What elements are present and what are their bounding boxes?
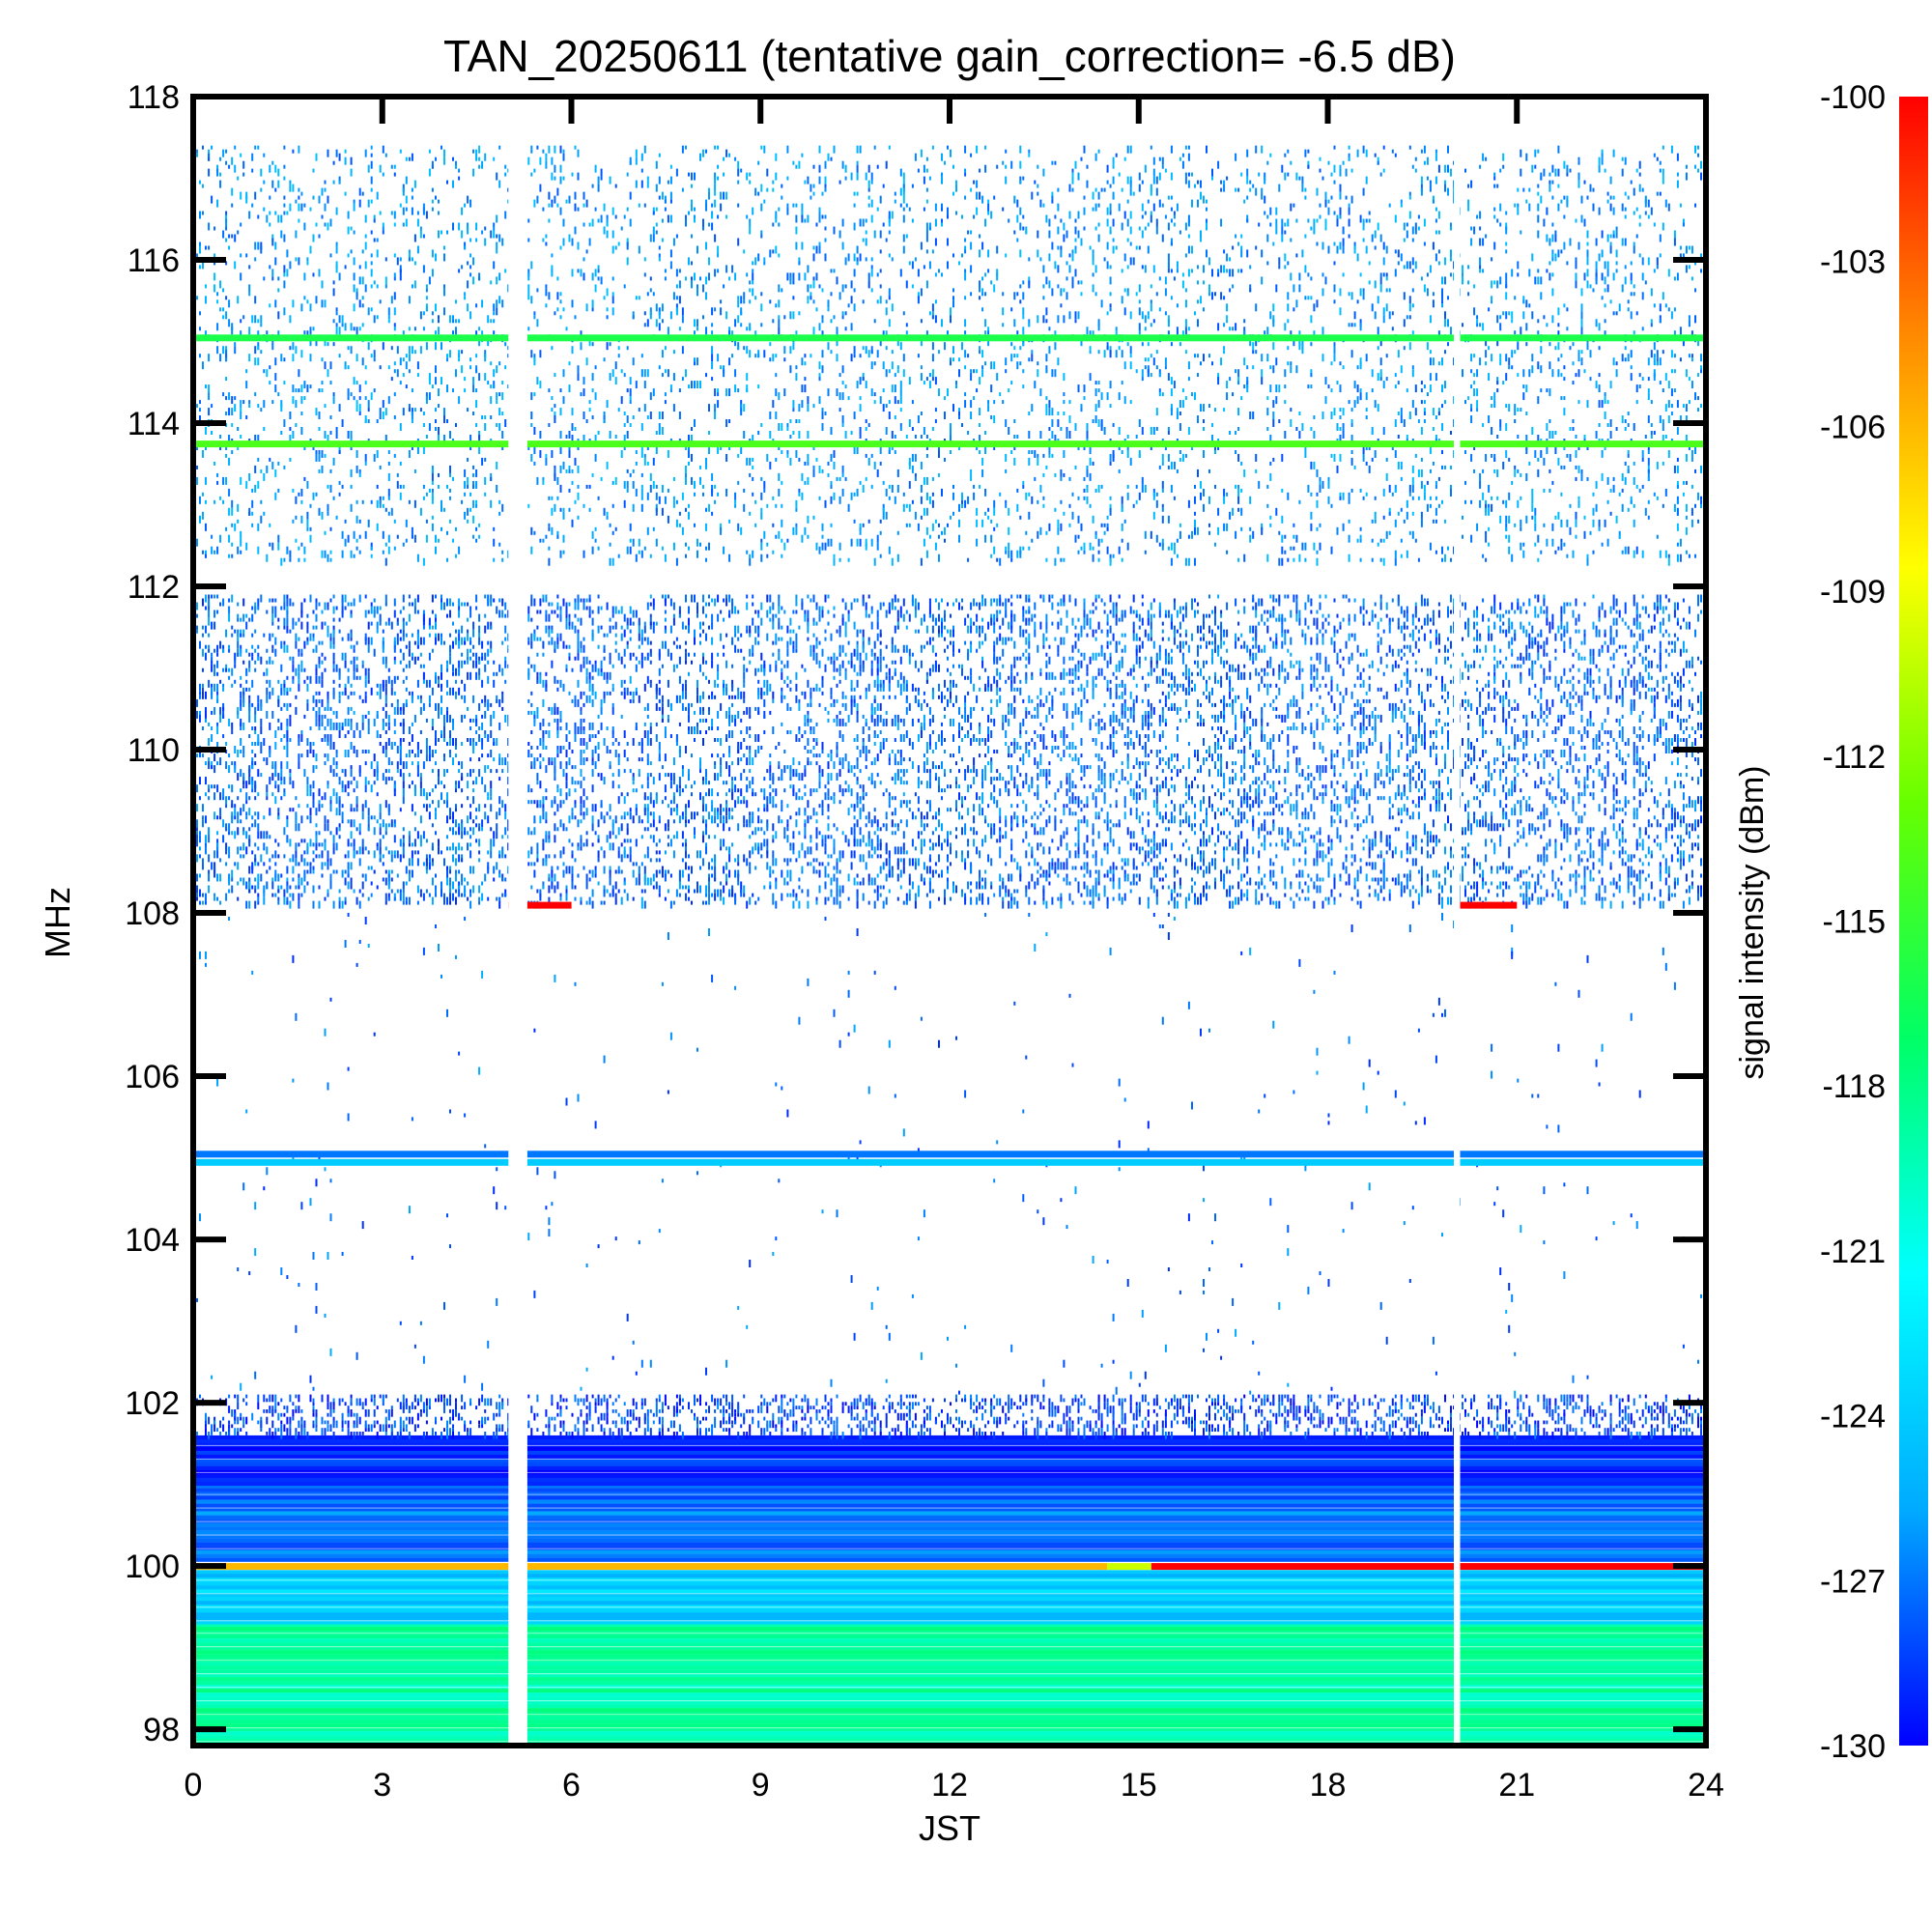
colorbar-tick-label: -103 bbox=[1820, 244, 1886, 281]
signal-line-0 bbox=[193, 1563, 1108, 1571]
x-tick-label: 3 bbox=[373, 1767, 391, 1804]
colorbar bbox=[1899, 97, 1928, 1746]
colorbar-tick-label: -109 bbox=[1820, 574, 1886, 611]
signal-line-2 bbox=[1151, 1563, 1706, 1571]
signal-lines-layer bbox=[193, 334, 1706, 1571]
colorbar-tick-label: -130 bbox=[1820, 1728, 1886, 1765]
x-tick-label: 18 bbox=[1310, 1767, 1347, 1804]
x-tick-label: 6 bbox=[562, 1767, 581, 1804]
background-band-3 bbox=[193, 1435, 1706, 1487]
x-tick-label: 15 bbox=[1121, 1767, 1157, 1804]
signal-line-7 bbox=[508, 901, 572, 909]
y-tick-label: 108 bbox=[125, 895, 180, 932]
sparse-region-1 bbox=[193, 594, 1705, 909]
sparse-region-3 bbox=[193, 913, 1702, 1399]
signal-line-1 bbox=[1107, 1563, 1151, 1571]
signal-line-6 bbox=[193, 1158, 1706, 1166]
signal-line-3 bbox=[193, 334, 1706, 342]
colorbar-tick-label: -115 bbox=[1822, 904, 1886, 941]
colorbar-label: signal intensity (dBm) bbox=[1734, 765, 1771, 1079]
y-tick-label: 112 bbox=[128, 569, 180, 606]
y-tick-label: 114 bbox=[128, 406, 180, 442]
y-axis-label: MHz bbox=[38, 887, 77, 958]
chart-title: TAN_20250611 (tentative gain_correction=… bbox=[443, 31, 1456, 81]
background-band-0 bbox=[193, 1623, 1706, 1746]
sparse-region-2 bbox=[193, 1394, 1705, 1439]
colorbar-tick-label: -100 bbox=[1820, 79, 1886, 116]
y-tick-label: 118 bbox=[128, 79, 180, 116]
x-axis: 0 3 6 9 12 15 18 21 24 bbox=[185, 97, 1724, 1804]
x-tick-label: 0 bbox=[185, 1767, 203, 1804]
y-tick-label: 116 bbox=[128, 242, 180, 279]
y-tick-label: 104 bbox=[125, 1222, 180, 1259]
signal-line-4 bbox=[193, 440, 1706, 448]
background-band-1 bbox=[193, 1570, 1706, 1625]
signal-line-5 bbox=[193, 1151, 1706, 1158]
y-tick-label: 102 bbox=[125, 1385, 180, 1422]
y-tick-label: 98 bbox=[143, 1712, 180, 1748]
colorbar-tick-label: -106 bbox=[1820, 409, 1886, 445]
colorbar-tick-label: -112 bbox=[1822, 739, 1886, 776]
data-gap-0 bbox=[508, 97, 527, 1746]
data-gap-1 bbox=[1454, 97, 1461, 1746]
y-tick-label: 106 bbox=[125, 1059, 180, 1095]
x-tick-label: 21 bbox=[1498, 1767, 1535, 1804]
y-axis: 98 100 102 104 106 108 110 112 114 116 118 bbox=[125, 79, 1706, 1748]
x-tick-label: 24 bbox=[1688, 1767, 1724, 1804]
colorbar-tick-label: -121 bbox=[1820, 1234, 1886, 1270]
y-tick-label: 110 bbox=[128, 732, 180, 769]
heatmap-layer bbox=[193, 145, 1706, 1746]
colorbar-axis: -100 -103 -106 -109 -112 -115 -118 -121 -124 -127… bbox=[1820, 79, 1886, 1765]
x-tick-label: 12 bbox=[931, 1767, 968, 1804]
colorbar-tick-label: -127 bbox=[1820, 1563, 1886, 1600]
y-tick-label: 100 bbox=[125, 1548, 180, 1585]
colorbar-tick-label: -124 bbox=[1820, 1399, 1886, 1435]
colorbar-tick-label: -118 bbox=[1822, 1068, 1886, 1105]
data-gaps-layer bbox=[508, 97, 1461, 1746]
x-tick-label: 9 bbox=[752, 1767, 770, 1804]
x-axis-label: JST bbox=[919, 1808, 980, 1848]
signal-line-8 bbox=[1454, 901, 1518, 909]
background-band-2 bbox=[193, 1484, 1706, 1562]
